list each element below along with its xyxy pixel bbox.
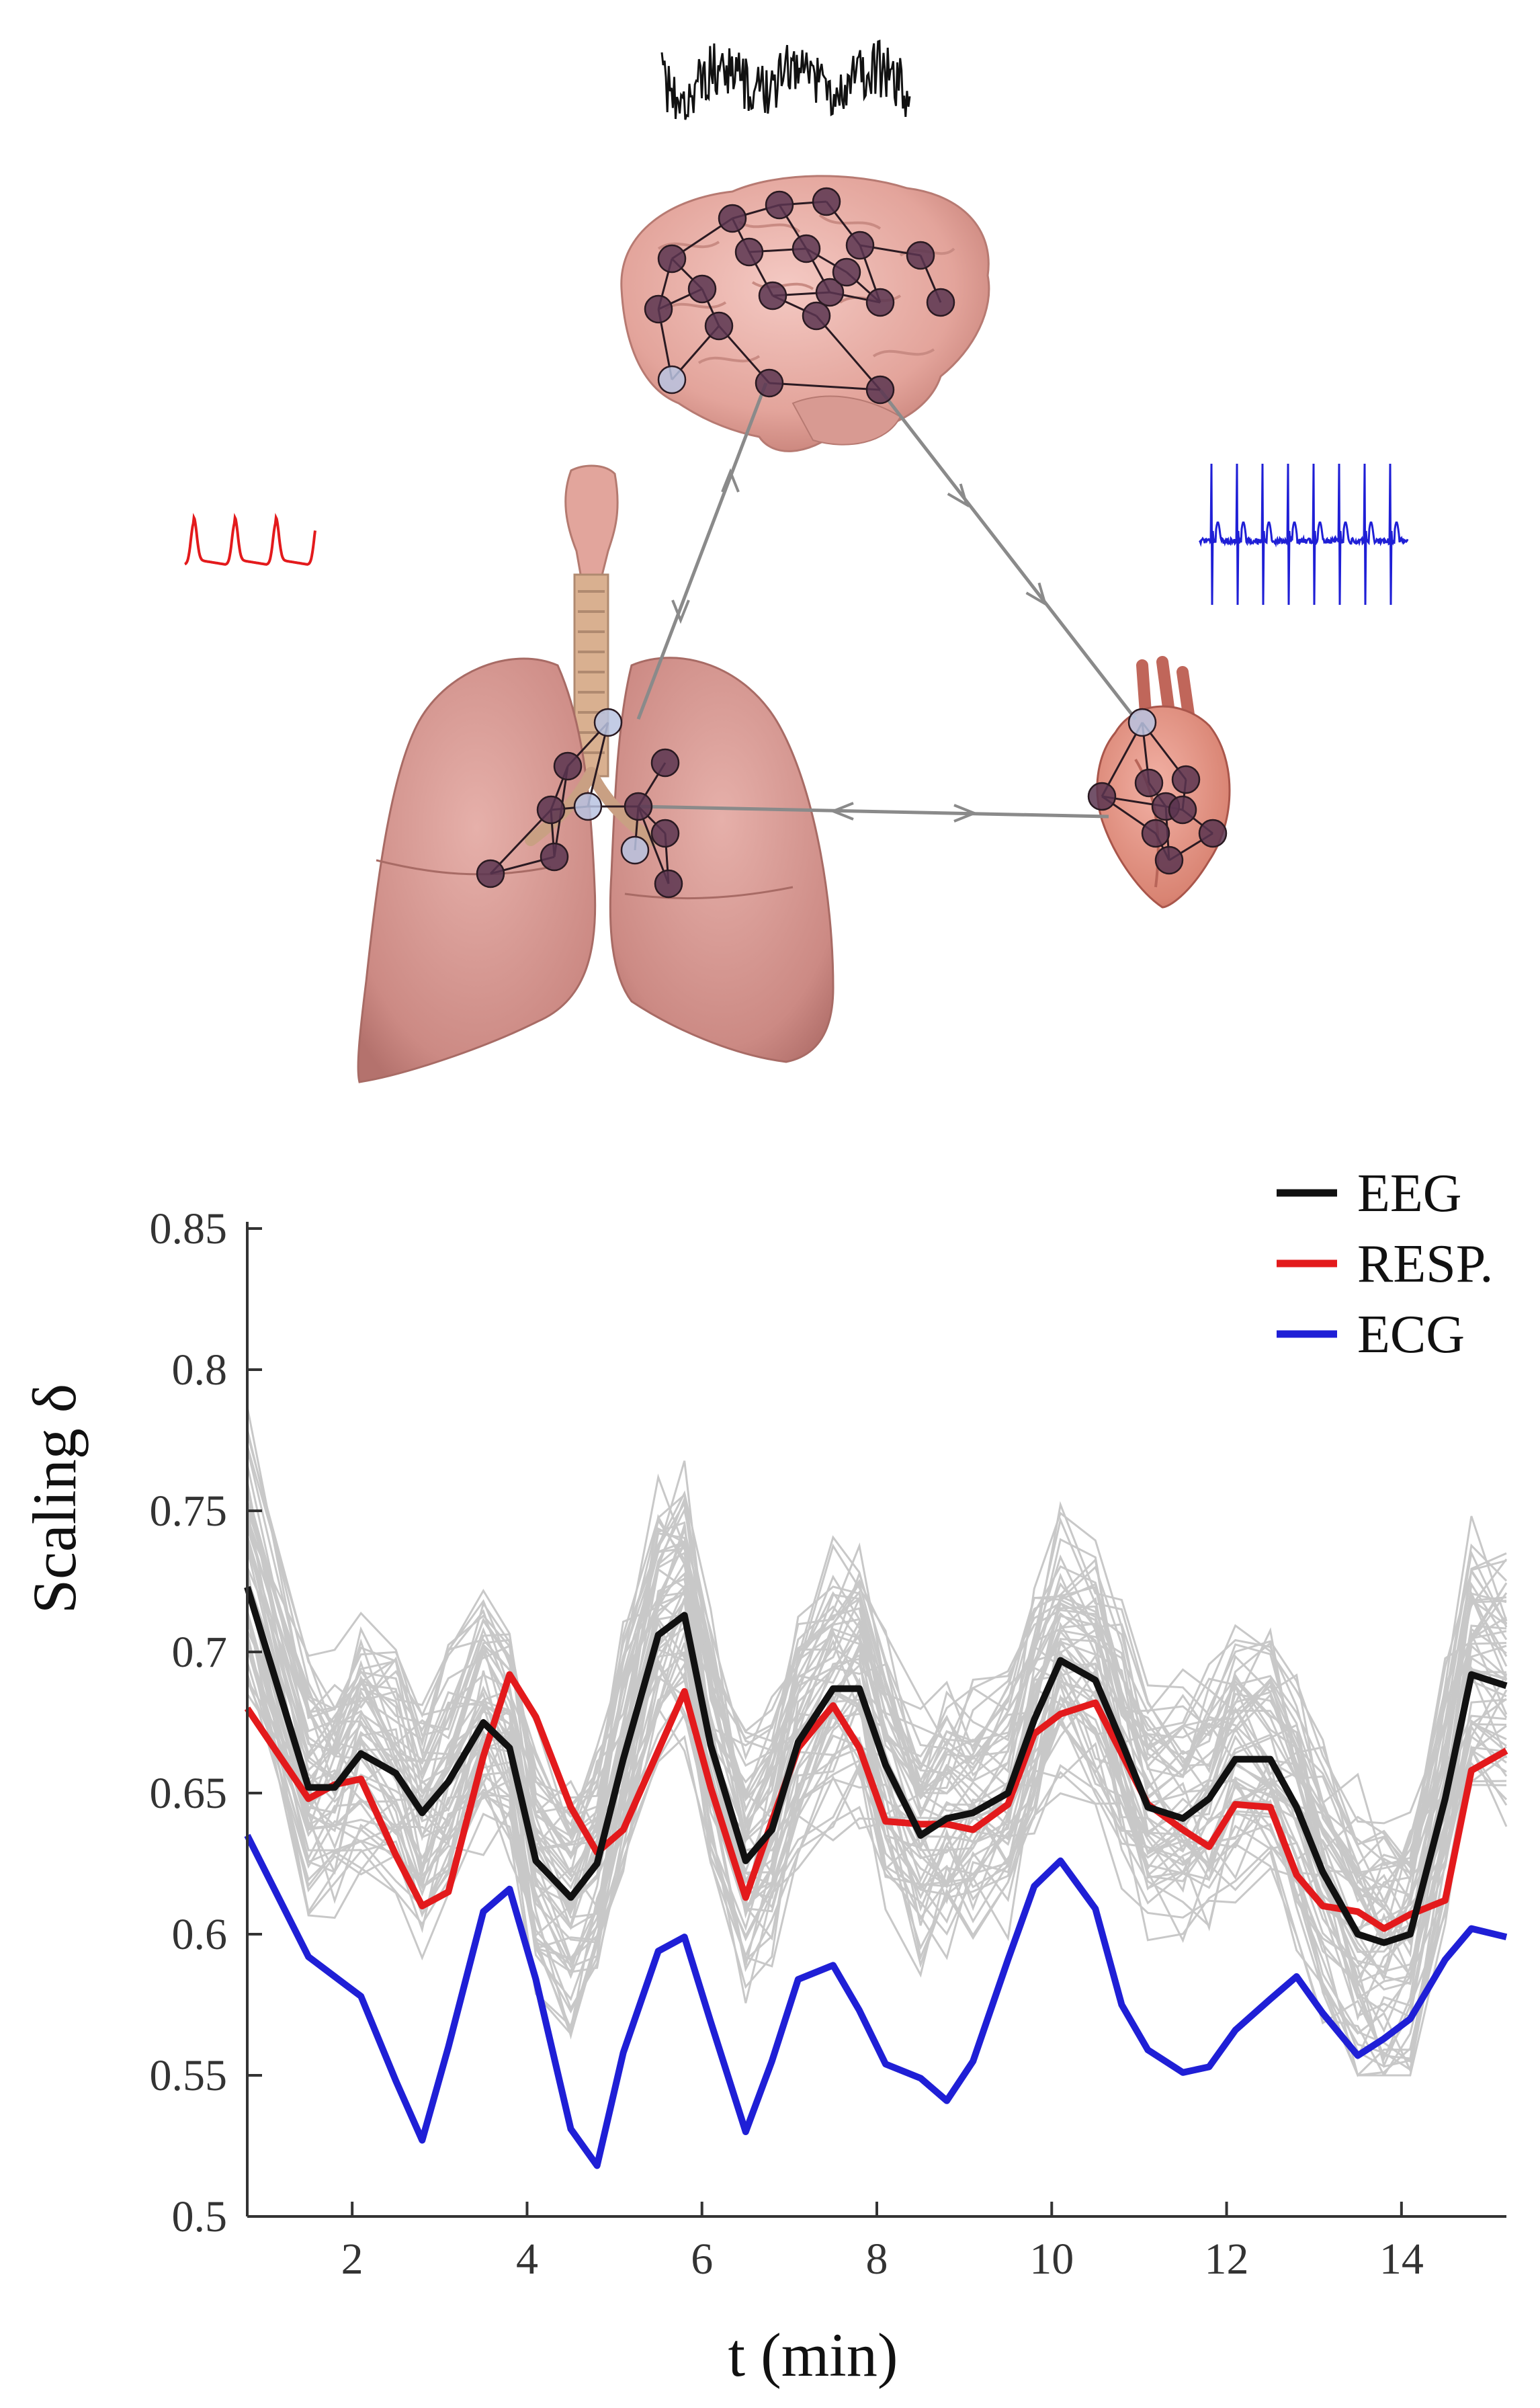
network-node <box>654 869 683 899</box>
lung-network <box>476 708 683 899</box>
network-edge <box>587 722 609 807</box>
network-node <box>865 288 895 317</box>
x-tick-label: 12 <box>1205 2235 1249 2284</box>
y-tick-label: 0.8 <box>172 1345 228 1395</box>
network-node <box>865 375 895 405</box>
x-tick-label: 8 <box>866 2235 888 2284</box>
network-node <box>687 274 717 304</box>
network-node <box>704 311 734 341</box>
ecg-signal-trace <box>1198 463 1409 606</box>
legend-label-ecg: ECG <box>1357 1305 1465 1364</box>
y-tick-label: 0.5 <box>172 2192 228 2241</box>
x-tick-label: 6 <box>691 2235 713 2284</box>
network-node <box>1127 708 1157 737</box>
axes <box>246 1222 1506 2218</box>
series-layer <box>244 1585 1508 2169</box>
x-tick-label: 2 <box>341 2235 363 2284</box>
background-trace <box>246 1679 1508 1943</box>
network-node <box>624 792 653 821</box>
network-node <box>906 241 935 270</box>
network-node <box>1171 765 1201 794</box>
background-trace <box>246 1407 1507 1942</box>
network-node <box>536 795 566 825</box>
network-node <box>1141 819 1170 848</box>
network-node <box>815 278 845 307</box>
network-node <box>650 748 680 778</box>
network-edge <box>815 315 882 390</box>
network-node <box>845 231 875 260</box>
network-edge <box>769 382 881 391</box>
series-line-resp <box>244 1671 1508 1932</box>
background-trace <box>246 1495 1507 1946</box>
network-node <box>644 294 673 324</box>
background-trace <box>246 1540 1507 1991</box>
legend-label-resp: RESP. <box>1357 1235 1493 1294</box>
y-tick-label: 0.65 <box>150 1769 228 1818</box>
background-trace <box>246 1657 1507 1968</box>
network-node <box>476 859 505 888</box>
x-axis-title: t (min) <box>728 2321 898 2389</box>
legend: EEG RESP. ECG <box>1277 1164 1493 1364</box>
network-node <box>718 204 747 233</box>
network-node <box>832 257 861 287</box>
y-tick-label: 0.75 <box>150 1487 228 1536</box>
background-trace <box>246 1599 1507 2077</box>
tick-marks <box>247 1227 1403 2218</box>
y-tick-label: 0.85 <box>150 1204 228 1253</box>
y-axis-title: Scaling δ <box>20 1384 89 1614</box>
network-node <box>792 234 821 263</box>
x-tick-label: 14 <box>1379 2235 1424 2284</box>
network-node <box>1134 768 1164 798</box>
y-tick-label: 0.7 <box>172 1628 228 1677</box>
network-node <box>657 244 687 274</box>
network-node <box>553 751 583 781</box>
respiration-signal-trace <box>184 513 316 566</box>
network-node <box>1154 845 1184 875</box>
tick-labels: 2 4 6 8 10 12 14 0.5 0.55 0.6 0.65 0.7 0.75 0.8 0.85 <box>150 1204 1424 2284</box>
network-node <box>1198 819 1228 848</box>
network-node <box>812 187 841 216</box>
background-traces <box>246 1407 1508 2077</box>
network-node <box>540 842 569 872</box>
heart-network <box>1087 708 1228 875</box>
network-node <box>926 288 955 317</box>
y-tick-label: 0.55 <box>150 2051 228 2100</box>
network-node <box>573 792 603 821</box>
network-node <box>765 190 794 220</box>
network-node <box>593 708 623 737</box>
network-node <box>758 281 787 310</box>
y-tick-label: 0.6 <box>172 1910 228 1959</box>
network-node <box>1087 782 1117 811</box>
organ-network-diagram <box>184 39 1409 1083</box>
network-edge <box>489 808 552 875</box>
network-node <box>650 819 680 848</box>
background-trace <box>246 1518 1508 1883</box>
organ-links <box>636 382 1137 823</box>
network-node <box>657 365 687 395</box>
network-node <box>802 301 831 331</box>
x-tick-label: 10 <box>1029 2235 1074 2284</box>
brain-network <box>644 187 955 405</box>
eeg-signal-trace <box>660 39 911 120</box>
scaling-chart: 2 4 6 8 10 12 14 0.5 0.55 0.6 0.65 0.7 0.75 0.8 0.85 t… <box>20 1164 1508 2389</box>
network-node <box>1168 795 1197 825</box>
legend-label-eeg: EEG <box>1357 1164 1462 1223</box>
background-trace <box>246 1433 1508 1897</box>
series-line-eeg <box>244 1585 1508 1946</box>
series-line-ecg <box>244 1833 1508 2169</box>
x-tick-label: 4 <box>516 2235 538 2284</box>
network-node <box>620 835 650 865</box>
network-node <box>755 368 784 398</box>
network-node <box>734 237 764 267</box>
